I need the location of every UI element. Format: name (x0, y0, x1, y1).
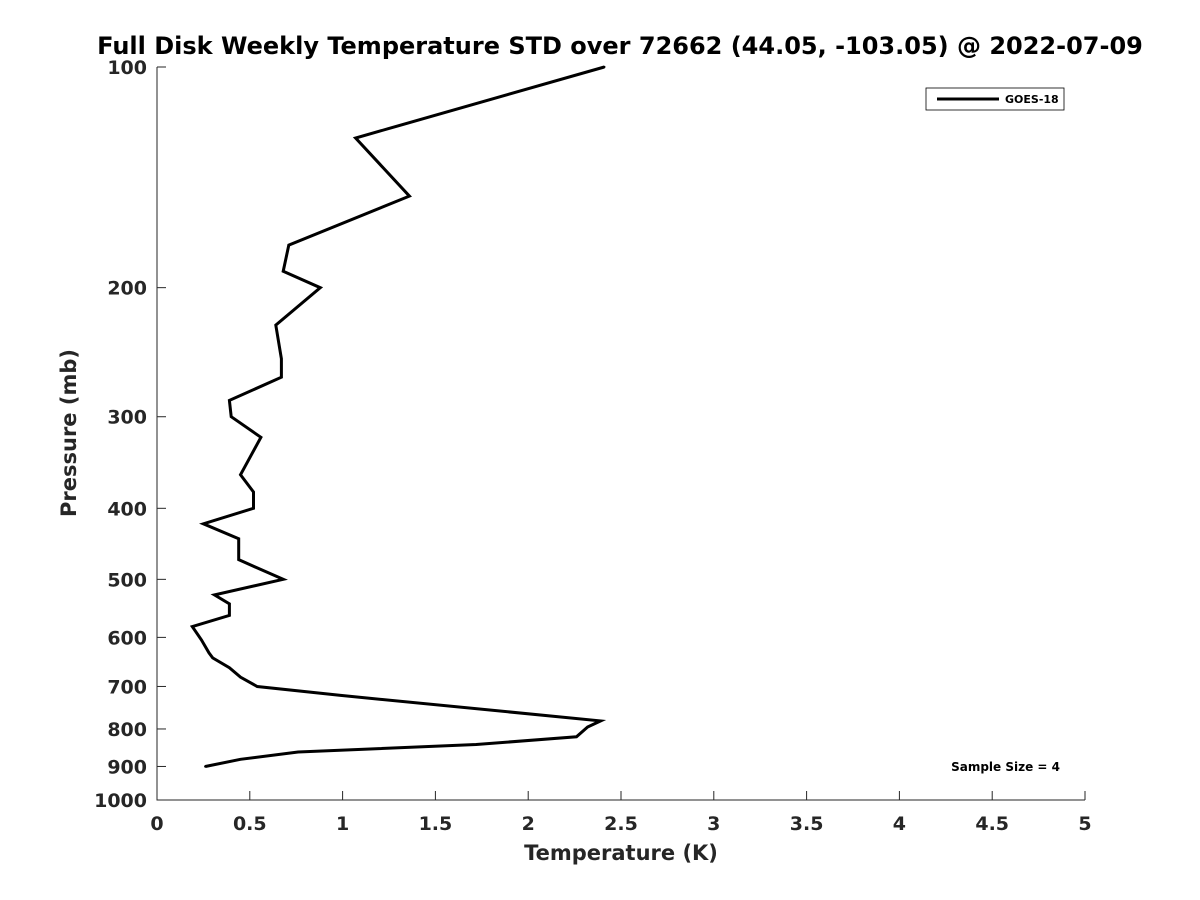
x-tick-label: 0 (150, 813, 163, 835)
x-tick-label: 3 (707, 813, 720, 835)
data-point (575, 735, 578, 739)
data-point (296, 750, 300, 754)
data-point (252, 507, 255, 510)
y-tick-label: 800 (107, 719, 147, 741)
series-line-goes-18 (189, 65, 607, 768)
data-point (256, 685, 259, 688)
x-tick-label: 1.5 (419, 813, 453, 835)
data-point (200, 638, 203, 642)
axis-lines (156, 67, 1085, 801)
data-point (228, 602, 231, 606)
y-axis-label: Pressure (mb) (57, 349, 81, 517)
data-point (252, 565, 255, 568)
x-axis-ticks: 0 0.5 1 1.5 2 2.5 3 3.5 4 4.5 5 (150, 791, 1092, 835)
data-point (191, 625, 194, 628)
data-point (259, 436, 263, 439)
data-point (230, 415, 233, 418)
y-tick-label: 100 (107, 57, 147, 79)
data-point (237, 558, 240, 561)
legend-label: GOES-18 (1005, 93, 1059, 106)
data-point (228, 399, 231, 402)
y-tick-label: 1000 (94, 790, 147, 812)
data-point (282, 578, 285, 581)
data-point (252, 490, 255, 494)
data-point (280, 376, 283, 379)
x-tick-label: 1 (336, 813, 349, 835)
x-tick-label: 4.5 (975, 813, 1009, 835)
data-point (202, 522, 205, 526)
data-point (280, 357, 283, 360)
y-tick-label: 300 (107, 407, 147, 429)
x-tick-label: 0.5 (233, 813, 267, 835)
sample-size-annotation: Sample Size = 4 (951, 760, 1060, 774)
data-point (213, 593, 216, 597)
data-point (239, 473, 242, 476)
data-point (228, 614, 231, 617)
y-tick-label: 200 (107, 278, 147, 300)
y-tick-label: 400 (107, 498, 147, 520)
y-tick-label: 900 (107, 756, 147, 778)
data-point (586, 725, 589, 729)
data-point (274, 323, 277, 327)
x-tick-label: 5 (1078, 813, 1091, 835)
y-tick-label: 600 (107, 627, 147, 649)
data-point (339, 694, 342, 697)
x-tick-label: 2 (522, 813, 535, 835)
data-point (204, 765, 207, 768)
data-point (475, 743, 478, 746)
x-tick-label: 4 (893, 813, 906, 835)
data-point (239, 676, 242, 679)
legend: GOES-18 (925, 87, 1065, 111)
data-point (408, 194, 411, 198)
data-points (191, 65, 606, 768)
x-tick-label: 2.5 (604, 813, 638, 835)
data-point (354, 136, 357, 140)
data-point (287, 243, 290, 247)
data-point (603, 65, 606, 69)
x-axis-label: Temperature (K) (524, 841, 718, 865)
data-point (228, 666, 231, 669)
y-tick-label: 700 (107, 676, 147, 698)
data-point (282, 270, 285, 273)
chart-title: Full Disk Weekly Temperature STD over 72… (97, 32, 1143, 60)
y-axis-ticks: 100 200 300 400 500 600 700 800 900 1000 (94, 57, 166, 812)
data-point (319, 286, 322, 289)
data-point (207, 651, 211, 655)
data-point (239, 758, 242, 761)
data-point (237, 537, 240, 540)
x-tick-label: 3.5 (790, 813, 824, 835)
data-point (246, 460, 250, 463)
data-point (211, 656, 214, 660)
y-tick-label: 500 (107, 569, 147, 591)
data-point (599, 719, 602, 723)
